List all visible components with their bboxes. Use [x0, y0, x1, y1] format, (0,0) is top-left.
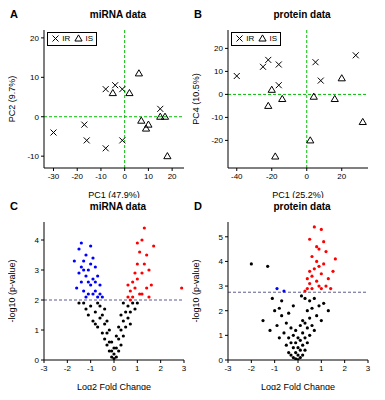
svg-text:-1: -1: [87, 364, 95, 373]
svg-text:3: 3: [182, 364, 187, 373]
svg-text:0: 0: [35, 113, 40, 122]
svg-text:0: 0: [296, 364, 301, 373]
svg-text:1: 1: [35, 326, 40, 335]
svg-text:PC1 (25.2%): PC1 (25.2%): [272, 190, 324, 198]
html-text:IR: IR: [62, 34, 71, 43]
svg-text:2: 2: [219, 307, 224, 316]
svg-text:-20: -20: [211, 136, 223, 145]
html-text:A: A: [10, 8, 18, 20]
svg-text:20: 20: [30, 34, 39, 43]
svg-text:-3: -3: [40, 364, 48, 373]
svg-text:3: 3: [219, 282, 224, 291]
html-text:IS: IS: [269, 34, 277, 43]
svg-text:10: 10: [144, 172, 153, 181]
svg-text:-20: -20: [71, 172, 83, 181]
svg-text:3: 3: [366, 364, 371, 373]
svg-text:-10: -10: [211, 113, 223, 122]
svg-text:PC1 (47.9%): PC1 (47.9%): [88, 190, 140, 198]
svg-text:-2: -2: [64, 364, 72, 373]
svg-text:5: 5: [219, 233, 224, 242]
svg-text:-2: -2: [248, 364, 256, 373]
svg-text:2: 2: [342, 364, 347, 373]
html-text:D: D: [194, 200, 202, 212]
svg-text:0: 0: [112, 364, 117, 373]
svg-text:1: 1: [135, 364, 140, 373]
svg-text:-log10 (p-value): -log10 (p-value): [8, 259, 17, 322]
svg-text:1: 1: [319, 364, 324, 373]
svg-text:20: 20: [337, 172, 346, 181]
svg-text:20: 20: [214, 44, 223, 53]
svg-text:Log2 Fold Change: Log2 Fold Change: [77, 382, 151, 390]
svg-text:PC4 (10.5%): PC4 (10.5%): [192, 73, 201, 125]
html-text:C: C: [10, 200, 18, 212]
svg-text:20: 20: [168, 172, 177, 181]
svg-text:0: 0: [219, 356, 224, 365]
svg-text:0: 0: [219, 90, 224, 99]
svg-text:-3: -3: [224, 364, 232, 373]
svg-text:2: 2: [35, 296, 40, 305]
html-text:IR: IR: [246, 34, 255, 43]
svg-text:-40: -40: [231, 172, 243, 181]
svg-text:1: 1: [219, 331, 224, 340]
svg-text:-30: -30: [48, 172, 60, 181]
svg-text:-log10 (p-value): -log10 (p-value): [192, 259, 201, 322]
svg-text:4: 4: [35, 236, 40, 245]
svg-text:Log2 Fold Change: Log2 Fold Change: [261, 382, 335, 390]
svg-text:PC2 (9.7%): PC2 (9.7%): [8, 76, 17, 123]
html-text:miRNA data: miRNA data: [89, 201, 147, 212]
html-text:miRNA data: miRNA data: [89, 9, 147, 20]
svg-text:3: 3: [35, 266, 40, 275]
html-text:B: B: [194, 8, 202, 20]
svg-text:-10: -10: [95, 172, 107, 181]
html-text:IS: IS: [85, 34, 93, 43]
svg-text:-1: -1: [271, 364, 279, 373]
svg-text:0: 0: [35, 356, 40, 365]
html-text:protein data: protein data: [273, 201, 331, 212]
svg-text:10: 10: [30, 73, 39, 82]
svg-text:-20: -20: [266, 172, 278, 181]
html-text:protein data: protein data: [273, 9, 331, 20]
svg-text:0: 0: [305, 172, 310, 181]
svg-text:2: 2: [158, 364, 163, 373]
svg-text:0: 0: [122, 172, 127, 181]
svg-text:10: 10: [214, 67, 223, 76]
svg-text:4: 4: [219, 257, 224, 266]
svg-text:-10: -10: [27, 152, 39, 161]
